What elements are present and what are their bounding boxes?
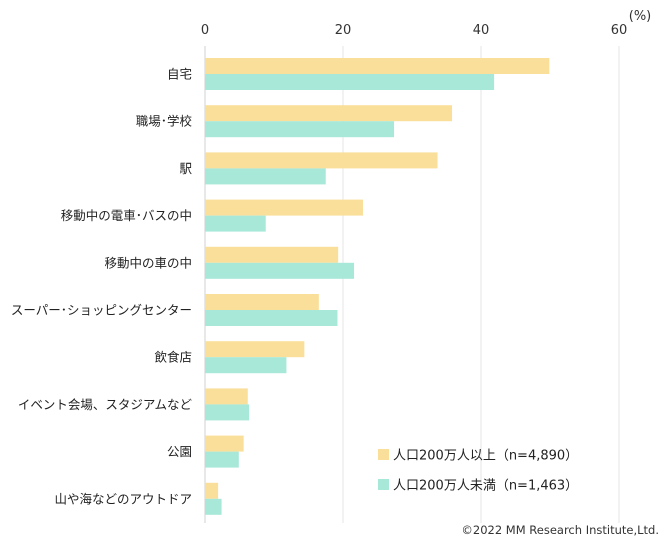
category-label: 公園 <box>167 444 192 459</box>
bar-series-2 <box>205 74 495 90</box>
legend-swatch <box>378 479 389 490</box>
bar-series-2 <box>205 168 326 185</box>
bar-series-1 <box>205 294 319 310</box>
category-label: スーパー･ショッピングセンター <box>11 303 192 318</box>
bar-series-2 <box>205 498 222 515</box>
bar-series-1 <box>205 388 248 405</box>
bar-series-2 <box>205 310 338 326</box>
x-tick-label: 0 <box>201 23 209 38</box>
x-tick-label: 20 <box>335 23 352 38</box>
bar-series-2 <box>205 451 239 468</box>
bar-series-2 <box>205 121 395 138</box>
bar-series-2 <box>205 404 250 421</box>
bar-series-1 <box>205 152 438 169</box>
x-tick-label: 40 <box>473 23 490 38</box>
category-labels: 自宅職場･学校駅移動中の電車･バスの中移動中の車の中スーパー･ショッピングセンタ… <box>11 67 193 507</box>
category-label: 飲食店 <box>154 350 192 365</box>
copyright-text: ©2022 MM Research Institute,Ltd. <box>461 523 659 537</box>
category-label: 職場･学校 <box>136 114 193 129</box>
legend-label: 人口200万人未満（n=1,463） <box>393 479 578 494</box>
bar-series-1 <box>205 105 453 122</box>
legend-label: 人口200万人以上（n=4,890） <box>393 449 578 464</box>
bar-series-1 <box>205 199 364 216</box>
category-label: 自宅 <box>167 67 192 82</box>
bar-series-1 <box>205 435 244 452</box>
bar-series-1 <box>205 58 550 74</box>
bar-series-2 <box>205 357 287 374</box>
bar-series-1 <box>205 246 339 263</box>
category-label: 移動中の車の中 <box>104 255 192 270</box>
bars <box>205 58 550 515</box>
x-tick-label: 60 <box>611 23 628 38</box>
bar-series-2 <box>205 215 266 232</box>
unit-label: (%) <box>629 9 652 24</box>
bar-series-1 <box>205 341 305 358</box>
bar-series-1 <box>205 482 219 499</box>
category-label: 山や海などのアウトドア <box>54 491 192 506</box>
category-label: 移動中の電車･バスの中 <box>61 208 192 223</box>
x-axis-ticks: 0 20 40 60 <box>201 23 627 38</box>
legend-swatch <box>378 449 389 460</box>
legend: 人口200万人以上（n=4,890） 人口200万人未満（n=1,463） <box>378 449 578 494</box>
category-label: イベント会場、スタジアムなど <box>18 397 193 412</box>
bar-series-2 <box>205 262 355 279</box>
category-label: 駅 <box>179 161 192 176</box>
